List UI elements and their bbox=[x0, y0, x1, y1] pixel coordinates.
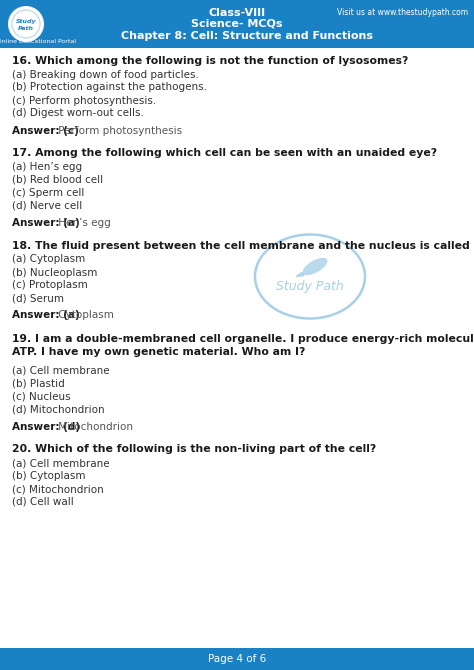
Text: Perform photosynthesis: Perform photosynthesis bbox=[55, 125, 182, 135]
Text: Page 4 of 6: Page 4 of 6 bbox=[208, 654, 266, 664]
Text: 17. Among the following which cell can be seen with an unaided eye?: 17. Among the following which cell can b… bbox=[12, 149, 437, 159]
Text: ATP. I have my own genetic material. Who am I?: ATP. I have my own genetic material. Who… bbox=[12, 347, 305, 357]
Text: (b) Cytoplasm: (b) Cytoplasm bbox=[12, 471, 85, 481]
Text: (a) Cell membrane: (a) Cell membrane bbox=[12, 458, 109, 468]
Polygon shape bbox=[296, 273, 304, 277]
Text: (c) Mitochondrion: (c) Mitochondrion bbox=[12, 484, 104, 494]
Text: (d) Mitochondrion: (d) Mitochondrion bbox=[12, 405, 105, 415]
Text: (d) Cell wall: (d) Cell wall bbox=[12, 497, 74, 507]
Text: (b) Plastid: (b) Plastid bbox=[12, 379, 65, 389]
Text: Chapter 8: Cell: Structure and Functions: Chapter 8: Cell: Structure and Functions bbox=[121, 31, 373, 41]
Text: Study: Study bbox=[16, 19, 36, 23]
Bar bbox=[0, 648, 474, 670]
Text: Cytoplasm: Cytoplasm bbox=[55, 310, 114, 320]
Circle shape bbox=[8, 6, 44, 42]
Text: Class-VIII: Class-VIII bbox=[209, 8, 265, 18]
Bar bbox=[0, 0, 474, 48]
Text: Answer: (d): Answer: (d) bbox=[12, 421, 80, 431]
Text: (d) Nerve cell: (d) Nerve cell bbox=[12, 201, 82, 211]
Text: (b) Protection against the pathogens.: (b) Protection against the pathogens. bbox=[12, 82, 207, 92]
Text: Answer: (a): Answer: (a) bbox=[12, 310, 80, 320]
Text: (a) Breaking down of food particles.: (a) Breaking down of food particles. bbox=[12, 70, 199, 80]
Text: (d) Serum: (d) Serum bbox=[12, 293, 64, 304]
Text: Answer: (a): Answer: (a) bbox=[12, 218, 80, 228]
Text: (a) Cell membrane: (a) Cell membrane bbox=[12, 366, 109, 375]
Text: (c) Perform photosynthesis.: (c) Perform photosynthesis. bbox=[12, 96, 156, 105]
Text: (a) Hen’s egg: (a) Hen’s egg bbox=[12, 162, 82, 172]
Text: Answer: (c): Answer: (c) bbox=[12, 125, 79, 135]
Text: (c) Sperm cell: (c) Sperm cell bbox=[12, 188, 84, 198]
Text: A Free Online Educational Portal: A Free Online Educational Portal bbox=[0, 39, 76, 44]
Text: (b) Red blood cell: (b) Red blood cell bbox=[12, 175, 103, 185]
Text: Mitochondrion: Mitochondrion bbox=[55, 421, 133, 431]
Text: Hen’s egg: Hen’s egg bbox=[55, 218, 110, 228]
Ellipse shape bbox=[302, 258, 328, 275]
Text: Path: Path bbox=[18, 25, 34, 31]
Text: 19. I am a double-membraned cell organelle. I produce energy-rich molecules call: 19. I am a double-membraned cell organel… bbox=[12, 334, 474, 344]
Text: (d) Digest worn-out cells.: (d) Digest worn-out cells. bbox=[12, 109, 144, 119]
Text: (b) Nucleoplasm: (b) Nucleoplasm bbox=[12, 267, 97, 277]
Text: (c) Protoplasm: (c) Protoplasm bbox=[12, 281, 88, 291]
Text: Study Path: Study Path bbox=[276, 280, 344, 293]
Text: (c) Nucleus: (c) Nucleus bbox=[12, 391, 71, 401]
Text: (a) Cytoplasm: (a) Cytoplasm bbox=[12, 255, 85, 265]
Text: 18. The fluid present between the cell membrane and the nucleus is called: 18. The fluid present between the cell m… bbox=[12, 241, 470, 251]
Text: 16. Which among the following is not the function of lysosomes?: 16. Which among the following is not the… bbox=[12, 56, 409, 66]
Text: 20. Which of the following is the non-living part of the cell?: 20. Which of the following is the non-li… bbox=[12, 444, 376, 454]
Text: Visit us at www.thestudypath.com: Visit us at www.thestudypath.com bbox=[337, 8, 468, 17]
Text: Science- MCQs: Science- MCQs bbox=[191, 19, 283, 29]
